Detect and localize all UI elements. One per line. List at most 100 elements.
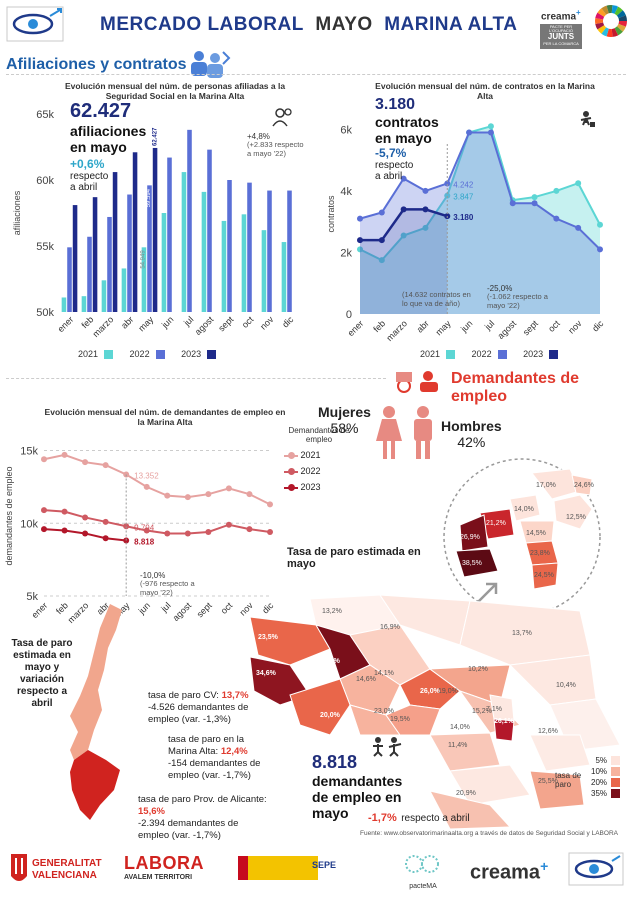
y-axis-label: contratos — [326, 195, 336, 233]
region-label: 32,1% — [320, 658, 341, 665]
y-tick-label: 55k — [36, 241, 54, 253]
x-tick-label: nov — [258, 314, 276, 332]
prov-rate: tasa de paro Prov. de Alicante: 15,6% -2… — [138, 794, 267, 841]
y-tick-label: 50k — [36, 307, 54, 319]
municipality-label: 24,5% — [534, 572, 554, 579]
bar — [121, 268, 127, 312]
municipality-shape — [455, 548, 499, 578]
data-point — [246, 491, 253, 498]
data-point — [422, 224, 429, 231]
municipality-shape — [531, 562, 559, 590]
data-label: 54.949 — [140, 250, 146, 269]
data-point — [444, 180, 451, 187]
data-label: 3.180 — [453, 213, 474, 222]
municipality-label: 14,5% — [526, 530, 546, 537]
y-tick-label: 6k — [340, 124, 352, 136]
legend2-2023-label: 2023 — [523, 349, 544, 359]
bar — [72, 205, 78, 312]
series-line — [359, 125, 601, 262]
pacte-logo: PACTE PER L'OCUPACIÓ JUNTS PER LA COMARC… — [540, 24, 582, 49]
contracts-legend: 2021 2022 2023 — [420, 349, 562, 360]
bar — [107, 216, 112, 312]
data-point — [102, 518, 109, 525]
bar — [101, 280, 107, 312]
legend-2021-label: 2021 — [78, 349, 99, 359]
x-tick-label: jun — [458, 318, 474, 334]
bar — [167, 157, 172, 312]
y-tick-label: 60k — [36, 175, 54, 187]
region-label: 26,1% — [494, 718, 515, 725]
labora-logo: LABORA AVALEM TERRITORI — [124, 853, 204, 881]
bar — [181, 172, 187, 312]
region-shape — [529, 734, 591, 772]
region-label: 19,0% — [438, 688, 458, 695]
bar — [201, 191, 207, 312]
men-stat: Hombres 42% — [441, 418, 502, 450]
x-tick-label: dic — [590, 318, 606, 334]
data-point — [143, 483, 150, 490]
affiliations-legend: 2021 2022 2023 — [78, 349, 220, 360]
ma-rate: tasa de paro en la Marina Alta: 12,4% -1… — [168, 734, 261, 781]
dotted-divider-2 — [6, 378, 386, 379]
contracts-ytd-note: (14.632 contratos en lo que va de año) — [402, 290, 471, 308]
spain-gov-logo — [238, 856, 318, 880]
y-tick-label: 2k — [340, 247, 352, 259]
bar — [227, 180, 232, 312]
data-point — [400, 232, 407, 239]
x-tick-label: feb — [371, 318, 387, 334]
contracts-yoy: -25,0% (-1.062 respecto a mayo '22) — [487, 284, 548, 310]
legend-entry: 2023 — [284, 482, 364, 492]
region-shape — [399, 668, 461, 710]
x-tick-label: jul — [159, 600, 173, 614]
creama-footer-logo: creama+ — [470, 858, 549, 884]
bar — [112, 172, 118, 312]
bar — [61, 297, 67, 312]
data-point — [184, 530, 191, 537]
region-label: 13,7% — [512, 630, 532, 637]
region-label: 7,1% — [486, 706, 502, 713]
region-shape — [529, 770, 585, 810]
data-point — [357, 246, 363, 253]
bar — [187, 129, 192, 312]
bar — [267, 190, 272, 312]
x-tick-label: sept — [195, 600, 214, 619]
data-point — [41, 526, 47, 533]
region-shape — [250, 616, 331, 666]
region-label: 14,6% — [356, 676, 376, 683]
municipality-label: 38,5% — [462, 560, 482, 567]
data-point — [357, 237, 363, 244]
data-point — [205, 529, 212, 535]
data-point — [597, 246, 603, 253]
sdg-center — [603, 13, 619, 29]
data-point — [41, 456, 47, 463]
data-point — [487, 129, 494, 136]
region-map: 13,2% 16,9% 13,7% 23,5% 32,1% 34,6% 14,1% 10,2%… — [250, 595, 621, 830]
bar — [287, 190, 292, 312]
series-area — [360, 209, 448, 314]
y-tick-label: 10k — [20, 518, 38, 530]
data-point — [378, 237, 385, 244]
legend-swatch — [104, 350, 114, 360]
region-shape — [449, 764, 531, 806]
x-tick-label: feb — [79, 314, 95, 330]
legend-swatch — [549, 350, 559, 360]
x-tick-label: sept — [216, 314, 235, 333]
series-area — [360, 132, 600, 314]
map-legend-swatch — [611, 767, 621, 776]
map-legend-label: 10% — [591, 767, 608, 776]
municipality-label: 17,0% — [536, 482, 556, 489]
municipality-shape — [553, 494, 593, 530]
data-point — [378, 257, 385, 264]
data-point — [466, 129, 473, 136]
marina-alta-map-title: Tasa de paro estimada en mayo — [287, 546, 421, 570]
data-point — [205, 491, 212, 498]
bar — [92, 197, 98, 312]
legend-entry: 2021 — [284, 450, 364, 460]
x-tick-label: dic — [280, 314, 296, 330]
creama-logo: creama+ — [541, 8, 581, 23]
data-point — [61, 508, 68, 515]
eye-logo — [6, 6, 64, 42]
region-label: 11,4% — [448, 742, 467, 749]
region-shape — [429, 790, 512, 830]
